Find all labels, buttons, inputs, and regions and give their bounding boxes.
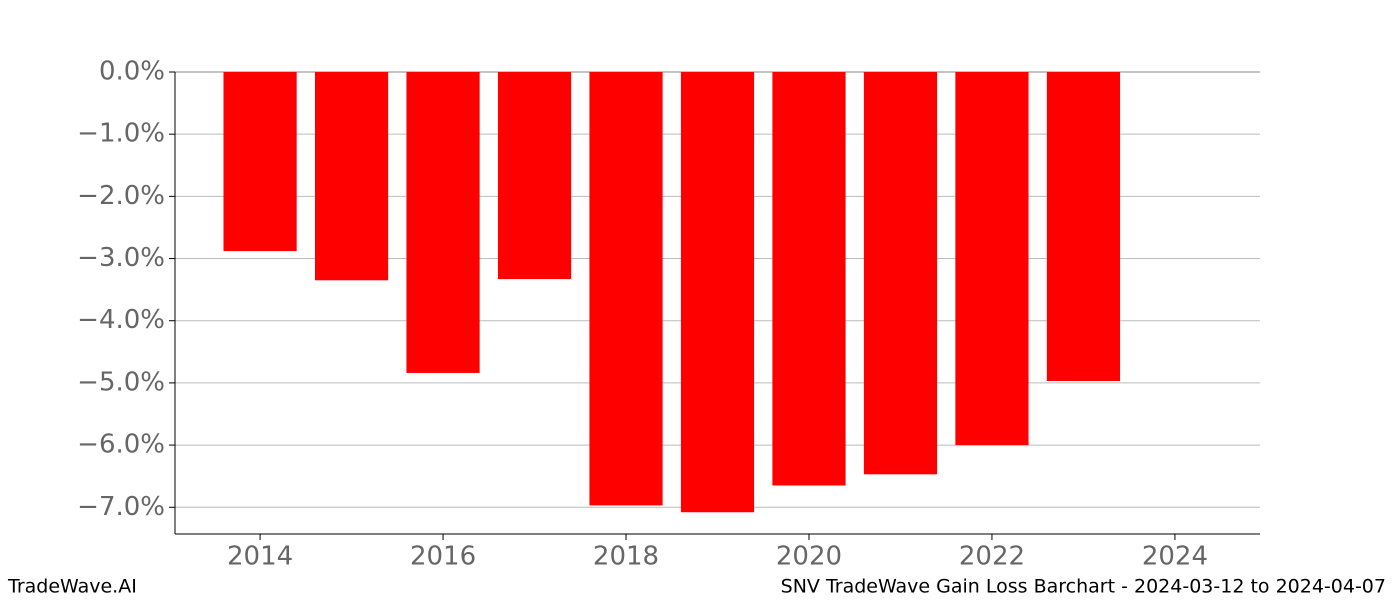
y-tick-label: 0.0%	[99, 57, 165, 87]
bar	[955, 72, 1029, 446]
bar	[1046, 72, 1121, 382]
x-tick-label: 2020	[776, 542, 842, 572]
y-tick-label: −7.0%	[77, 492, 165, 522]
x-tick-label: 2024	[1142, 542, 1208, 572]
bar	[314, 72, 389, 281]
y-tick-label: −3.0%	[77, 243, 165, 273]
y-tick-label: −6.0%	[77, 430, 165, 460]
bar	[863, 72, 938, 475]
y-tick-label: −2.0%	[77, 181, 165, 211]
bar	[497, 72, 572, 280]
x-tick-label: 2018	[593, 542, 659, 572]
y-tick-label: −1.0%	[77, 119, 165, 149]
bar	[680, 72, 755, 513]
footer-brand: TradeWave.AI	[7, 576, 137, 598]
bar	[772, 72, 846, 486]
x-tick-label: 2016	[410, 542, 476, 572]
bar	[406, 72, 480, 373]
x-tick-label: 2014	[227, 542, 293, 572]
bar	[589, 72, 663, 506]
y-tick-label: −4.0%	[77, 305, 165, 335]
footer-caption: SNV TradeWave Gain Loss Barchart - 2024-…	[781, 576, 1386, 598]
y-tick-label: −5.0%	[77, 367, 165, 397]
x-tick-label: 2022	[959, 542, 1025, 572]
bar	[223, 72, 297, 252]
